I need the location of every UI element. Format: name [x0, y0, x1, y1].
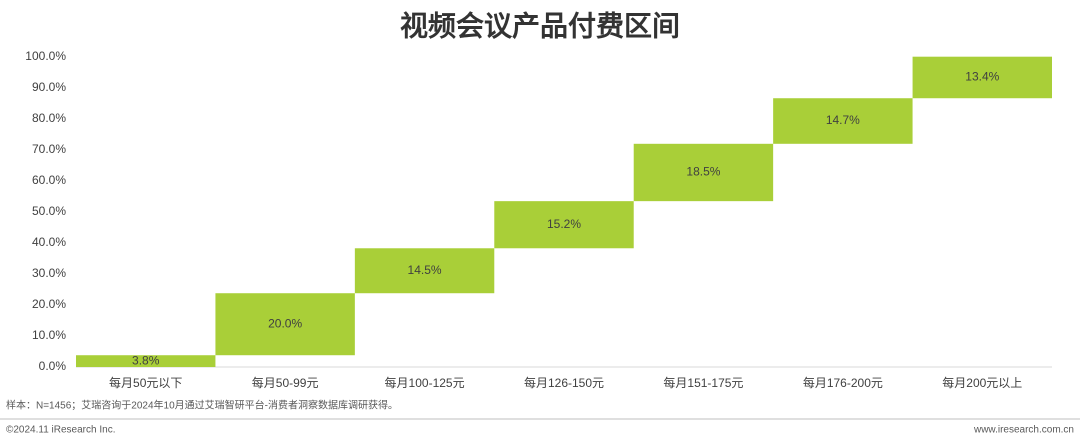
y-tick-label: 0.0%	[39, 359, 67, 373]
value-label: 18.5%	[686, 165, 720, 179]
x-tick-label: 每月50元以下	[109, 375, 182, 390]
source-note: 样本：N=1456；艾瑞咨询于2024年10月通过艾瑞智研平台-消费者洞察数据库…	[6, 399, 398, 412]
y-tick-label: 80.0%	[32, 111, 66, 125]
value-label: 14.7%	[826, 113, 860, 127]
x-tick-label: 每月100-125元	[385, 375, 465, 390]
bar	[76, 355, 216, 367]
value-label: 15.2%	[547, 217, 581, 231]
copyright: ©2024.11 iResearch Inc.	[6, 425, 115, 436]
chart-title: 视频会议产品付费区间	[400, 10, 680, 41]
x-tick-label: 每月176-200元	[803, 375, 883, 390]
x-tick-label: 每月126-150元	[524, 375, 604, 390]
value-label: 3.8%	[132, 353, 160, 367]
bar	[354, 248, 495, 294]
y-tick-label: 30.0%	[32, 266, 66, 280]
y-tick-label: 60.0%	[32, 173, 66, 187]
value-label: 20.0%	[268, 316, 302, 330]
y-tick-label: 10.0%	[32, 328, 66, 342]
bar	[773, 98, 913, 144]
value-label: 13.4%	[965, 70, 999, 84]
y-tick-label: 20.0%	[32, 297, 66, 311]
y-tick-label: 40.0%	[32, 235, 66, 249]
bar	[912, 56, 1052, 99]
y-tick-label: 50.0%	[32, 204, 66, 218]
y-tick-label: 70.0%	[32, 142, 66, 156]
y-tick-label: 100.0%	[25, 49, 66, 63]
x-tick-label: 每月151-175元	[663, 375, 743, 390]
value-label: 14.5%	[408, 263, 442, 277]
bar	[633, 143, 774, 202]
bar	[494, 201, 634, 249]
x-tick-label: 每月50-99元	[252, 375, 319, 390]
bar	[215, 293, 355, 356]
website: www.iresearch.com.cn	[973, 425, 1074, 436]
y-tick-label: 90.0%	[32, 80, 66, 94]
x-tick-label: 每月200元以上	[942, 375, 1022, 390]
